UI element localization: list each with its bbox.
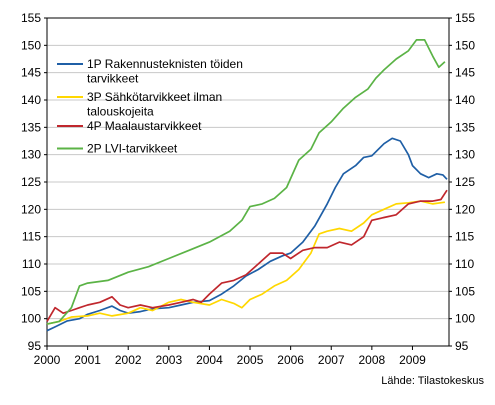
- y-tick-label-right: 120: [455, 202, 475, 216]
- x-tick-label: 2005: [237, 353, 264, 367]
- y-tick-label-right: 145: [455, 66, 475, 80]
- y-tick-label-right: 140: [455, 93, 475, 107]
- source-label: Lähde: Tilastokeskus: [381, 375, 484, 387]
- gridlines: [47, 44, 449, 320]
- x-tick-label: 2007: [318, 353, 345, 367]
- y-tick-label-right: 115: [455, 230, 474, 244]
- y-tick-label-right: 95: [455, 339, 469, 353]
- legend-label: 2P LVI-tarvikkeet: [87, 142, 178, 156]
- y-tick-label-left: 135: [21, 120, 41, 134]
- y-tick-label-left: 100: [21, 312, 41, 326]
- legend-label: tarvikkeet: [87, 72, 139, 86]
- legend-label: talouskojeita: [87, 105, 154, 119]
- y-tick-label-right: 135: [455, 120, 475, 134]
- y-tick-label-left: 130: [21, 148, 41, 162]
- x-tick-label: 2002: [115, 353, 142, 367]
- x-tick-label: 2006: [277, 353, 304, 367]
- y-tick-label-right: 100: [455, 312, 475, 326]
- x-tick-label: 2000: [34, 353, 61, 367]
- x-tick-label: 2008: [358, 353, 385, 367]
- series-line-3: [46, 189, 448, 322]
- y-tick-label-left: 150: [21, 38, 41, 52]
- legend-label: 1P Rakennusteknisten töiden: [87, 57, 243, 71]
- y-tick-label-left: 110: [22, 257, 41, 271]
- legend-label: 3P Sähkötarvikkeet ilman: [87, 90, 222, 104]
- y-tick-label-left: 140: [21, 93, 41, 107]
- y-axis-left: 95 100 105 110 115 120 125 130 135 140 145 150 155: [21, 11, 47, 353]
- series-line-2: [46, 200, 446, 325]
- series-line-1: [46, 137, 448, 332]
- y-tick-label-left: 95: [28, 339, 42, 353]
- y-tick-label-right: 155: [455, 11, 475, 25]
- x-tick-label: 2004: [196, 353, 223, 367]
- y-axis-right: 95 100 105 110 115 120 125 130 135 140 145 150 155: [449, 11, 475, 353]
- y-tick-label-right: 130: [455, 148, 475, 162]
- y-tick-label-right: 110: [455, 257, 474, 271]
- y-tick-label-right: 150: [455, 38, 475, 52]
- x-axis: 2000 2001 2002 2003 2004 2005 2006 2007 2008 2009: [34, 346, 426, 367]
- x-tick-label: 2003: [155, 353, 182, 367]
- y-tick-label-left: 105: [21, 284, 41, 298]
- y-tick-label-left: 125: [21, 175, 41, 189]
- y-tick-label-left: 155: [21, 11, 41, 25]
- y-tick-label-right: 125: [455, 175, 475, 189]
- series-lines: [46, 39, 448, 332]
- y-tick-label-left: 145: [21, 66, 41, 80]
- legend-label: 4P Maalaustarvikkeet: [87, 119, 202, 133]
- x-tick-label: 2009: [399, 353, 426, 367]
- y-tick-label-left: 115: [22, 230, 41, 244]
- x-tick-label: 2001: [74, 353, 101, 367]
- y-tick-label-left: 120: [21, 202, 41, 216]
- series-line-4: [46, 39, 446, 325]
- y-tick-label-right: 105: [455, 284, 475, 298]
